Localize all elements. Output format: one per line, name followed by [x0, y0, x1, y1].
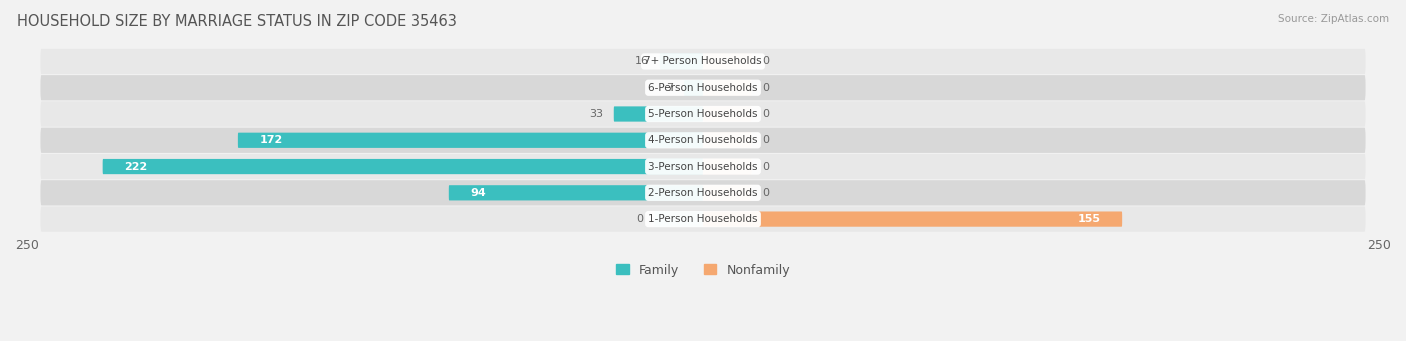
FancyBboxPatch shape: [41, 180, 1365, 205]
FancyBboxPatch shape: [703, 185, 752, 201]
Text: 0: 0: [637, 214, 644, 224]
FancyBboxPatch shape: [41, 49, 1365, 74]
Text: 3-Person Households: 3-Person Households: [648, 162, 758, 172]
FancyBboxPatch shape: [659, 54, 703, 69]
Text: 2-Person Households: 2-Person Households: [648, 188, 758, 198]
Text: 4-Person Households: 4-Person Households: [648, 135, 758, 145]
FancyBboxPatch shape: [41, 75, 1365, 100]
FancyBboxPatch shape: [614, 106, 703, 122]
FancyBboxPatch shape: [41, 128, 1365, 153]
FancyBboxPatch shape: [654, 211, 703, 227]
Text: 222: 222: [124, 162, 148, 172]
Text: 0: 0: [762, 135, 769, 145]
Text: 0: 0: [762, 188, 769, 198]
Text: 0: 0: [762, 57, 769, 66]
Text: 7: 7: [666, 83, 673, 93]
Text: 1-Person Households: 1-Person Households: [648, 214, 758, 224]
Text: HOUSEHOLD SIZE BY MARRIAGE STATUS IN ZIP CODE 35463: HOUSEHOLD SIZE BY MARRIAGE STATUS IN ZIP…: [17, 14, 457, 29]
FancyBboxPatch shape: [703, 80, 752, 95]
FancyBboxPatch shape: [685, 80, 703, 95]
Text: 0: 0: [762, 83, 769, 93]
Legend: Family, Nonfamily: Family, Nonfamily: [612, 258, 794, 282]
FancyBboxPatch shape: [41, 207, 1365, 232]
Text: 94: 94: [471, 188, 486, 198]
Text: 6-Person Households: 6-Person Households: [648, 83, 758, 93]
Text: 0: 0: [762, 109, 769, 119]
FancyBboxPatch shape: [703, 54, 752, 69]
FancyBboxPatch shape: [238, 133, 703, 148]
Text: 172: 172: [260, 135, 283, 145]
Text: 16: 16: [636, 57, 650, 66]
FancyBboxPatch shape: [41, 101, 1365, 127]
FancyBboxPatch shape: [703, 106, 752, 122]
FancyBboxPatch shape: [703, 133, 752, 148]
Text: 33: 33: [589, 109, 603, 119]
Text: 5-Person Households: 5-Person Households: [648, 109, 758, 119]
Text: 0: 0: [762, 162, 769, 172]
FancyBboxPatch shape: [703, 159, 752, 174]
Text: Source: ZipAtlas.com: Source: ZipAtlas.com: [1278, 14, 1389, 24]
FancyBboxPatch shape: [103, 159, 703, 174]
Text: 7+ Person Households: 7+ Person Households: [644, 57, 762, 66]
FancyBboxPatch shape: [449, 185, 703, 201]
Text: 155: 155: [1077, 214, 1101, 224]
FancyBboxPatch shape: [41, 154, 1365, 179]
FancyBboxPatch shape: [703, 211, 1122, 227]
